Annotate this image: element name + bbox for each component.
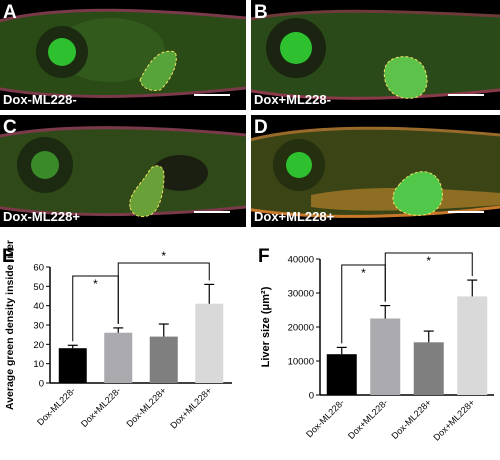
- bar: [370, 318, 401, 395]
- y-tick-label: 40000: [288, 255, 314, 266]
- scale-bar-a: [194, 94, 230, 96]
- y-tick-label: 20000: [288, 323, 314, 334]
- condition-label-b: Dox+ML228-: [254, 92, 331, 107]
- micrograph-panel-d: D Dox+ML228+: [251, 115, 500, 227]
- significance-star: *: [426, 254, 431, 268]
- micrograph-panel-c: C Dox-ML228+: [0, 115, 246, 227]
- y-tick-label: 60: [33, 263, 44, 274]
- y-axis-label: Liver size (μm²): [260, 286, 272, 367]
- bar: [326, 354, 357, 395]
- scale-bar-d: [448, 211, 484, 213]
- micrograph-panel-b: B Dox+ML228-: [251, 0, 500, 110]
- y-tick-label: 30: [33, 321, 44, 332]
- zebrafish-image-d: [251, 126, 500, 218]
- y-tick-label: 40: [33, 301, 44, 312]
- x-tick-label: Dox-ML228+: [389, 397, 433, 441]
- panel-label-b: B: [254, 2, 268, 23]
- y-tick-label: 30000: [288, 289, 314, 300]
- y-tick-label: 20: [33, 340, 44, 351]
- bar: [413, 342, 444, 395]
- chart-label-f: F: [258, 246, 270, 267]
- bar: [195, 303, 224, 383]
- y-tick-label: 0: [309, 391, 314, 402]
- significance-bracket: [117, 262, 210, 324]
- x-tick-label: Dox-ML228-: [304, 397, 346, 439]
- condition-label-d: Dox+ML228+: [254, 209, 335, 224]
- significance-star: *: [361, 266, 366, 280]
- condition-label-a: Dox-ML228-: [3, 92, 77, 107]
- zebrafish-image-c: [0, 126, 246, 218]
- bar-chart-e: 0 10 20 30 40 50 60 Average green density insid…: [4, 240, 232, 431]
- x-tick-label: Dox+ML228-: [346, 397, 390, 441]
- bar: [149, 336, 178, 383]
- y-tick-label: 10000: [288, 357, 314, 368]
- significance-star: *: [161, 249, 166, 263]
- micrograph-panel-a: A Dox-ML228-: [0, 0, 246, 110]
- significance-star: *: [93, 277, 98, 291]
- panel-label-c: C: [3, 117, 17, 138]
- bar: [58, 348, 87, 383]
- y-axis-label: Average green density inside liver: [4, 240, 16, 410]
- bar-chart-f: 0 10000 20000 30000 40000 Liver size (μm²) Dox…: [260, 252, 494, 443]
- x-tick-label: Dox-ML228-: [35, 385, 77, 427]
- zebrafish-image-a: [0, 8, 246, 98]
- zebrafish-image-b: [251, 9, 500, 100]
- y-tick-label: 10: [33, 359, 44, 370]
- panel-label-d: D: [254, 117, 268, 138]
- condition-label-c: Dox-ML228+: [3, 209, 80, 224]
- x-tick-label: Dox+ML228-: [79, 385, 123, 429]
- panel-label-a: A: [3, 2, 17, 23]
- scale-bar-b: [448, 94, 484, 96]
- bar: [457, 296, 488, 395]
- chart-label-e: E: [2, 246, 15, 267]
- x-tick-label: Dox+ML228+: [431, 397, 476, 442]
- x-tick-label: Dox-ML228+: [124, 385, 168, 429]
- x-tick-label: Dox+ML228+: [168, 385, 213, 430]
- significance-bracket: [384, 252, 473, 302]
- y-tick-label: 50: [33, 282, 44, 293]
- bar: [104, 332, 133, 383]
- scale-bar-c: [194, 211, 230, 213]
- y-tick-label: 0: [39, 379, 44, 390]
